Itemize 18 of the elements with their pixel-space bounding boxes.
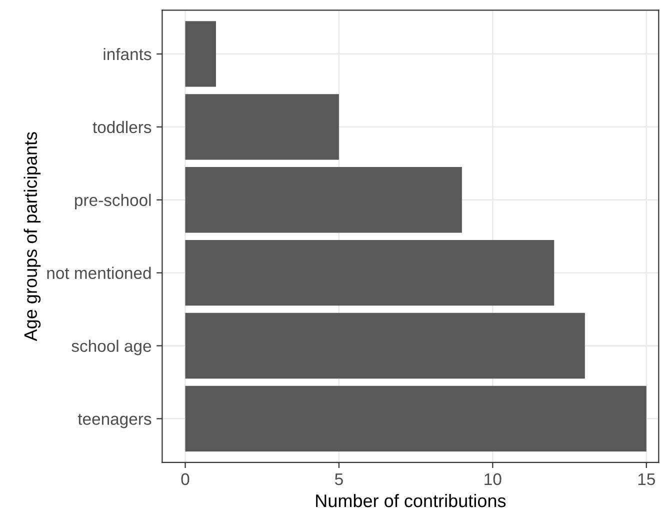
y-tick-label: pre-school — [75, 194, 151, 210]
y-tick-label: toddlers — [92, 120, 152, 134]
x-tick-label: 15 — [638, 473, 655, 486]
bar — [185, 240, 554, 306]
bar — [185, 386, 646, 452]
bar — [185, 167, 462, 233]
bar — [185, 21, 216, 87]
x-tick-label: 10 — [484, 473, 502, 486]
bar — [185, 94, 339, 160]
y-tick-label: school age — [72, 340, 152, 356]
y-tick-label: infants — [104, 48, 152, 60]
y-tick-label: teenagers — [78, 414, 152, 428]
x-axis-title: Number of contributions — [316, 494, 506, 508]
x-tick-label: 5 — [334, 473, 343, 486]
y-tick-label: not mentioned — [47, 266, 151, 280]
y-axis-title: Age groups of participants — [24, 132, 41, 342]
x-tick-label: 0 — [181, 473, 190, 486]
bar — [185, 312, 585, 379]
